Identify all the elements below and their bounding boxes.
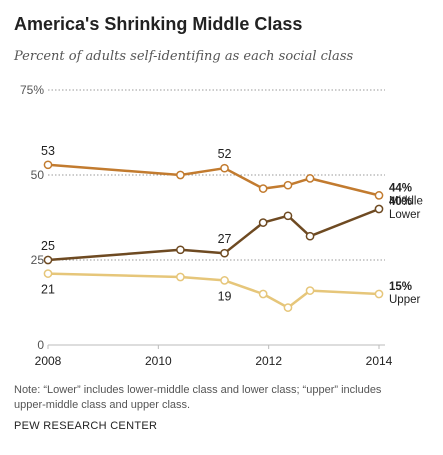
- gridlines: [47, 89, 385, 349]
- chart-subtitle: Percent of adults self-identifing as eac…: [14, 49, 354, 64]
- end-label-value-upper: 15%: [389, 281, 412, 293]
- series-lines: [43, 160, 384, 312]
- y-tick-label: 50: [31, 168, 45, 182]
- source-credit: PEW RESEARCH CENTER: [14, 420, 158, 432]
- data-point-upper: [305, 286, 315, 295]
- chart-labels: 75% 50 25 0 2008 2010 2012 2014 53 52 44%Middle 25 2…: [20, 83, 423, 368]
- x-tick-label: 2010: [145, 354, 172, 368]
- data-label-upper: 21: [41, 283, 55, 297]
- end-label-name-middle: Middle: [389, 195, 423, 207]
- data-point-upper: [43, 269, 53, 278]
- end-label-value-lower: 40%: [389, 196, 412, 208]
- data-point-lower: [305, 231, 315, 241]
- data-label-lower: 27: [218, 232, 232, 246]
- data-label-middle: 53: [41, 144, 55, 158]
- data-point-lower: [176, 245, 185, 255]
- series-line-upper: [47, 272, 380, 309]
- data-point-middle: [258, 184, 268, 193]
- data-point-middle: [283, 180, 293, 190]
- y-tick-label: 25: [31, 253, 45, 267]
- data-point-lower: [283, 211, 293, 221]
- data-point-middle: [43, 160, 53, 170]
- end-label-name-lower: Lower: [389, 209, 420, 221]
- data-point-upper: [176, 272, 185, 282]
- data-point-lower: [258, 218, 268, 227]
- x-tick-label: 2012: [255, 354, 282, 368]
- data-point-upper: [283, 303, 293, 312]
- data-point-lower: [220, 248, 229, 258]
- data-point-lower: [43, 255, 53, 265]
- data-label-lower: 25: [41, 239, 55, 253]
- data-point-middle: [374, 191, 384, 200]
- data-label-middle: 52: [218, 147, 232, 161]
- data-point-upper: [374, 289, 384, 299]
- chart-note: Note: “Lower” includes lower-middle clas…: [14, 384, 382, 411]
- y-tick-label: 75%: [20, 83, 44, 97]
- chart-title: America's Shrinking Middle Class: [14, 14, 303, 34]
- data-point-upper: [220, 276, 229, 285]
- line-chart: 75% 50 25 0 2008 2010 2012 2014 53 52 44%Middle 25 2…: [20, 83, 423, 368]
- end-label-value-middle: 44%: [389, 182, 412, 194]
- data-label-upper: 19: [218, 289, 232, 303]
- data-point-lower: [374, 204, 384, 214]
- y-tick-label: 0: [37, 338, 44, 352]
- end-label-name-upper: Upper: [389, 294, 420, 306]
- data-point-upper: [258, 289, 268, 299]
- data-point-middle: [220, 163, 229, 173]
- series-line-lower: [47, 207, 380, 262]
- data-point-middle: [305, 174, 315, 183]
- series-line-middle: [47, 163, 380, 197]
- data-point-middle: [176, 170, 185, 180]
- x-tick-label: 2008: [35, 354, 62, 368]
- x-tick-label: 2014: [366, 354, 393, 368]
